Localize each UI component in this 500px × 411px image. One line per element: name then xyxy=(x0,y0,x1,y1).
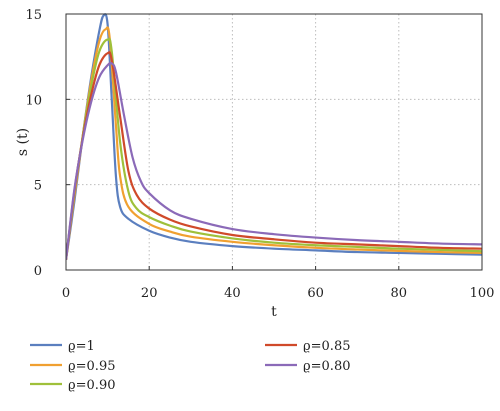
y-tick-label: 15 xyxy=(25,8,42,23)
x-tick-label: 80 xyxy=(391,286,408,301)
legend-label-5: ϱ=0.80 xyxy=(303,359,350,374)
series-lines xyxy=(66,13,482,260)
tick-labels: 0 20 40 60 80 100 0 5 10 15 xyxy=(25,8,494,301)
y-tick-label: 0 xyxy=(34,264,42,279)
x-axis-label: t xyxy=(271,304,277,320)
y-tick-label: 5 xyxy=(34,179,42,194)
series-line-5 xyxy=(66,61,482,260)
series-line-2 xyxy=(66,26,482,260)
x-tick-label: 60 xyxy=(307,286,324,301)
x-tick-label: 0 xyxy=(62,286,70,301)
plot-frame xyxy=(65,13,483,271)
x-tick-label: 20 xyxy=(141,286,158,301)
series-line-3 xyxy=(66,37,482,260)
legend-label-3: ϱ=0.90 xyxy=(68,378,115,393)
y-tick-label: 10 xyxy=(25,93,42,108)
y-axis-label: s (t) xyxy=(15,128,31,156)
legend-label-2: ϱ=0.95 xyxy=(68,359,115,374)
x-tick-label: 100 xyxy=(470,286,495,301)
legend: ϱ=1 ϱ=0.95 ϱ=0.90 ϱ=0.85 ϱ=0.80 xyxy=(30,339,350,393)
grid-lines xyxy=(66,14,482,270)
series-line-4 xyxy=(66,51,482,260)
x-tick-label: 40 xyxy=(224,286,241,301)
legend-label-4: ϱ=0.85 xyxy=(303,339,350,354)
legend-label-1: ϱ=1 xyxy=(68,339,95,354)
